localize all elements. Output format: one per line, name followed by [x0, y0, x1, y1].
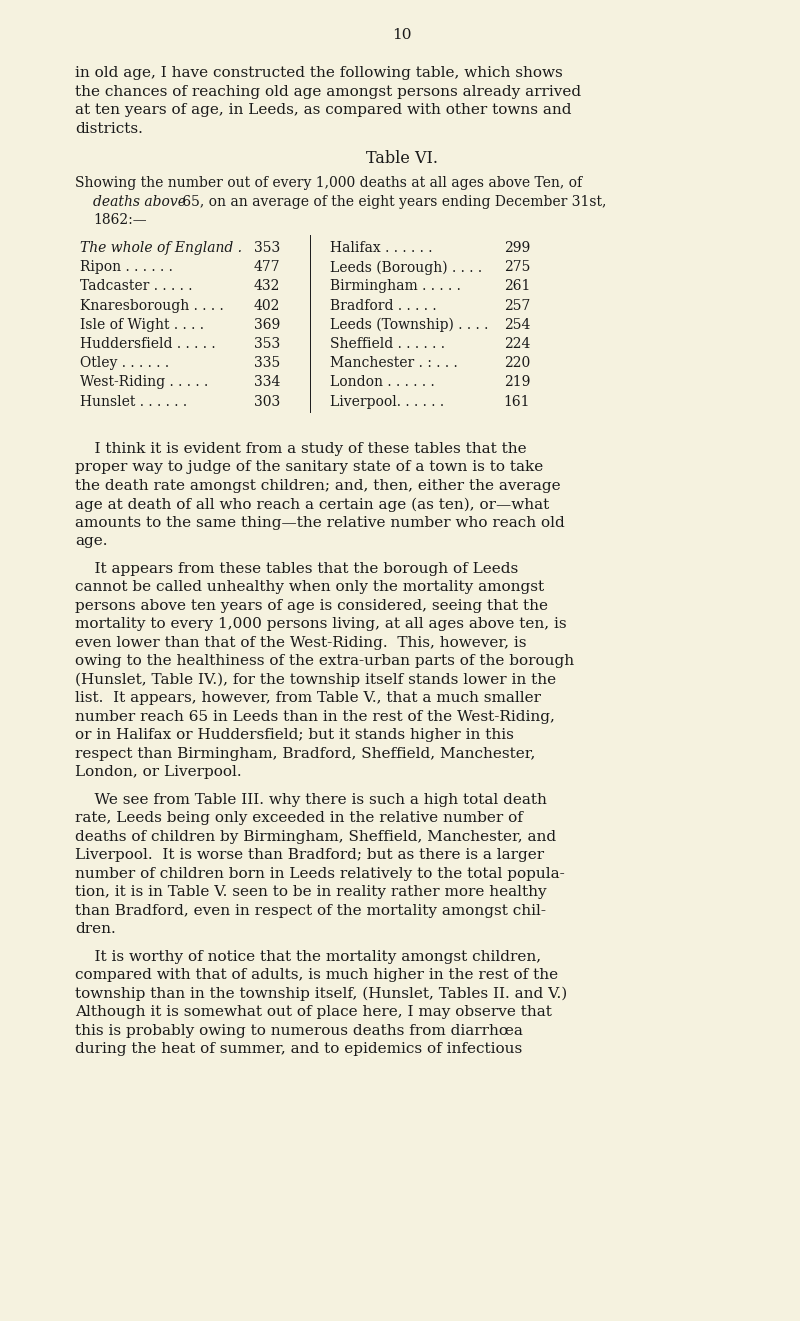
Text: in old age, I have constructed the following table, which shows: in old age, I have constructed the follo…: [75, 66, 562, 81]
Text: at ten years of age, in Leeds, as compared with other towns and: at ten years of age, in Leeds, as compar…: [75, 103, 571, 118]
Text: Tadcaster . . . . .: Tadcaster . . . . .: [80, 280, 193, 293]
Text: It appears from these tables that the borough of Leeds: It appears from these tables that the bo…: [75, 561, 518, 576]
Text: Liverpool.  It is worse than Bradford; but as there is a larger: Liverpool. It is worse than Bradford; bu…: [75, 848, 544, 863]
Text: Liverpool. . . . . .: Liverpool. . . . . .: [330, 395, 444, 408]
Text: Leeds (Township) . . . .: Leeds (Township) . . . .: [330, 318, 488, 332]
Text: Birmingham . . . . .: Birmingham . . . . .: [330, 280, 461, 293]
Text: The whole of England .: The whole of England .: [80, 240, 242, 255]
Text: Isle of Wight . . . .: Isle of Wight . . . .: [80, 318, 204, 332]
Text: deaths above: deaths above: [93, 194, 186, 209]
Text: 220: 220: [504, 357, 530, 370]
Text: amounts to the same thing—the relative number who reach old: amounts to the same thing—the relative n…: [75, 515, 565, 530]
Text: compared with that of adults, is much higher in the rest of the: compared with that of adults, is much hi…: [75, 968, 558, 983]
Text: dren.: dren.: [75, 922, 116, 937]
Text: 1862:—: 1862:—: [93, 213, 146, 227]
Text: even lower than that of the West-Riding.  This, however, is: even lower than that of the West-Riding.…: [75, 635, 526, 650]
Text: Although it is somewhat out of place here, I may observe that: Although it is somewhat out of place her…: [75, 1005, 552, 1020]
Text: 432: 432: [254, 280, 280, 293]
Text: Leeds (Borough) . . . .: Leeds (Borough) . . . .: [330, 260, 482, 275]
Text: Huddersfield . . . . .: Huddersfield . . . . .: [80, 337, 216, 351]
Text: deaths of children by Birmingham, Sheffield, Manchester, and: deaths of children by Birmingham, Sheffi…: [75, 830, 556, 844]
Text: 254: 254: [504, 318, 530, 332]
Text: respect than Birmingham, Bradford, Sheffield, Manchester,: respect than Birmingham, Bradford, Sheff…: [75, 746, 535, 761]
Text: Halifax . . . . . .: Halifax . . . . . .: [330, 240, 433, 255]
Text: persons above ten years of age is considered, seeing that the: persons above ten years of age is consid…: [75, 598, 548, 613]
Text: 65, on an average of the eight years ending December 31st,: 65, on an average of the eight years end…: [178, 194, 606, 209]
Text: during the heat of summer, and to epidemics of infectious: during the heat of summer, and to epidem…: [75, 1042, 522, 1057]
Text: districts.: districts.: [75, 122, 143, 136]
Text: list.  It appears, however, from Table V., that a much smaller: list. It appears, however, from Table V.…: [75, 691, 541, 705]
Text: 161: 161: [503, 395, 530, 408]
Text: age at death of all who reach a certain age (as ten), or—what: age at death of all who reach a certain …: [75, 497, 550, 511]
Text: number reach 65 in Leeds than in the rest of the West-Riding,: number reach 65 in Leeds than in the res…: [75, 709, 555, 724]
Text: Table VI.: Table VI.: [366, 151, 438, 166]
Text: 335: 335: [254, 357, 280, 370]
Text: (Hunslet, Table IV.), for the township itself stands lower in the: (Hunslet, Table IV.), for the township i…: [75, 672, 556, 687]
Text: London . . . . . .: London . . . . . .: [330, 375, 434, 390]
Text: 261: 261: [504, 280, 530, 293]
Text: 369: 369: [254, 318, 280, 332]
Text: 10: 10: [392, 28, 411, 42]
Text: than Bradford, even in respect of the mortality amongst chil-: than Bradford, even in respect of the mo…: [75, 904, 546, 918]
Text: 275: 275: [504, 260, 530, 275]
Text: mortality to every 1,000 persons living, at all ages above ten, is: mortality to every 1,000 persons living,…: [75, 617, 566, 631]
Text: proper way to judge of the sanitary state of a town is to take: proper way to judge of the sanitary stat…: [75, 460, 543, 474]
Text: West-Riding . . . . .: West-Riding . . . . .: [80, 375, 208, 390]
Text: the death rate amongst children; and, then, either the average: the death rate amongst children; and, th…: [75, 478, 561, 493]
Text: owing to the healthiness of the extra-urban parts of the borough: owing to the healthiness of the extra-ur…: [75, 654, 574, 668]
Text: number of children born in Leeds relatively to the total popula-: number of children born in Leeds relativ…: [75, 867, 565, 881]
Text: Otley . . . . . .: Otley . . . . . .: [80, 357, 169, 370]
Text: London, or Liverpool.: London, or Liverpool.: [75, 765, 242, 779]
Text: 353: 353: [254, 337, 280, 351]
Text: Bradford . . . . .: Bradford . . . . .: [330, 299, 437, 313]
Text: cannot be called unhealthy when only the mortality amongst: cannot be called unhealthy when only the…: [75, 580, 544, 594]
Text: We see from Table III. why there is such a high total death: We see from Table III. why there is such…: [75, 793, 547, 807]
Text: tion, it is in Table V. seen to be in reality rather more healthy: tion, it is in Table V. seen to be in re…: [75, 885, 546, 900]
Text: or in Halifax or Huddersfield; but it stands higher in this: or in Halifax or Huddersfield; but it st…: [75, 728, 514, 742]
Text: 402: 402: [254, 299, 280, 313]
Text: 299: 299: [504, 240, 530, 255]
Text: 219: 219: [504, 375, 530, 390]
Text: Hunslet . . . . . .: Hunslet . . . . . .: [80, 395, 187, 408]
Text: 303: 303: [254, 395, 280, 408]
Text: the chances of reaching old age amongst persons already arrived: the chances of reaching old age amongst …: [75, 85, 581, 99]
Text: Knaresborough . . . .: Knaresborough . . . .: [80, 299, 224, 313]
Text: township than in the township itself, (Hunslet, Tables II. and V.): township than in the township itself, (H…: [75, 987, 567, 1001]
Text: rate, Leeds being only exceeded in the relative number of: rate, Leeds being only exceeded in the r…: [75, 811, 523, 826]
Text: 224: 224: [504, 337, 530, 351]
Text: Showing the number out of every 1,000 deaths at all ages above Ten, of: Showing the number out of every 1,000 de…: [75, 176, 582, 190]
Text: I think it is evident from a study of these tables that the: I think it is evident from a study of th…: [75, 441, 526, 456]
Text: Ripon . . . . . .: Ripon . . . . . .: [80, 260, 173, 275]
Text: 477: 477: [254, 260, 280, 275]
Text: 334: 334: [254, 375, 280, 390]
Text: 353: 353: [254, 240, 280, 255]
Text: Manchester . : . . .: Manchester . : . . .: [330, 357, 458, 370]
Text: 257: 257: [504, 299, 530, 313]
Text: Sheffield . . . . . .: Sheffield . . . . . .: [330, 337, 445, 351]
Text: this is probably owing to numerous deaths from diarrhœa: this is probably owing to numerous death…: [75, 1024, 523, 1038]
Text: It is worthy of notice that the mortality amongst children,: It is worthy of notice that the mortalit…: [75, 950, 541, 964]
Text: age.: age.: [75, 534, 107, 548]
